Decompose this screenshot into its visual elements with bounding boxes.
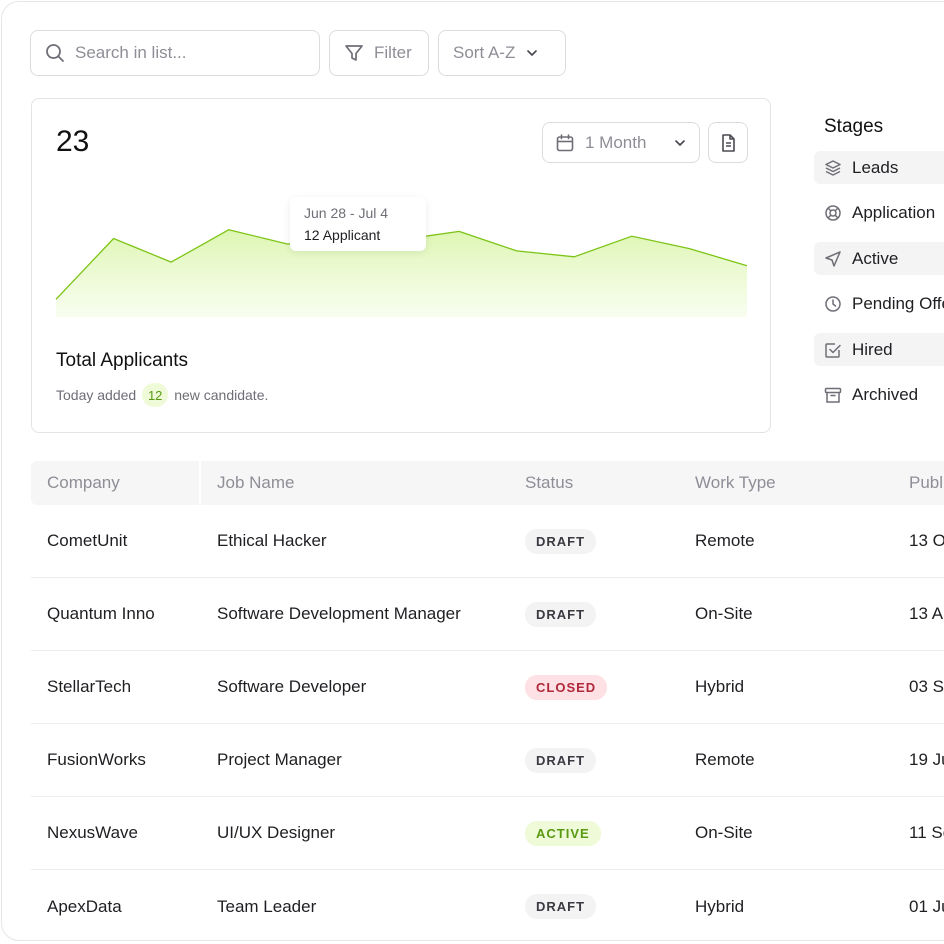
- card-title: Total Applicants: [56, 350, 189, 371]
- filter-icon: [344, 43, 364, 63]
- cell-status: ACTIVE: [510, 820, 680, 846]
- chart-area: [56, 229, 747, 317]
- cell-date: 13 Aug: [909, 604, 944, 623]
- table-row[interactable]: ApexData Team Leader DRAFT Hybrid 01 Jun: [31, 870, 944, 940]
- calendar-icon: [555, 133, 575, 153]
- subtitle-prefix: Today added: [56, 387, 137, 403]
- stage-label: Pending Offer: [852, 294, 944, 313]
- clock-icon: [824, 295, 842, 313]
- lifebuoy-icon: [824, 204, 842, 222]
- cell-date: 19 Jul: [909, 750, 944, 769]
- header-work-type[interactable]: Work Type: [695, 473, 776, 492]
- stage-leads[interactable]: Leads: [814, 151, 944, 184]
- total-count: 23: [56, 125, 90, 158]
- export-button[interactable]: [708, 122, 748, 163]
- status-badge: DRAFT: [525, 747, 597, 773]
- status-badge: ACTIVE: [525, 820, 601, 846]
- stage-pending-offer[interactable]: Pending Offer: [814, 288, 944, 321]
- cell-date: 01 Jun: [909, 896, 944, 916]
- header-job-name[interactable]: Job Name: [217, 473, 295, 492]
- cell-company: Quantum Inno: [47, 604, 155, 623]
- cell-company: NexusWave: [47, 823, 139, 842]
- header-published[interactable]: Published: [909, 473, 944, 492]
- stage-active[interactable]: Active: [814, 242, 944, 275]
- cell-work-type: Hybrid: [695, 677, 745, 696]
- table-row[interactable]: FusionWorks Project Manager DRAFT Remote…: [31, 724, 944, 797]
- cell-job-name: Team Leader: [217, 896, 317, 916]
- stage-label: Application: [852, 203, 936, 222]
- header-company[interactable]: Company: [31, 461, 201, 505]
- status-badge: DRAFT: [525, 601, 597, 627]
- tooltip-value: 12 Applicant: [304, 227, 381, 243]
- table-row[interactable]: CometUnit Ethical Hacker DRAFT Remote 13…: [31, 505, 944, 578]
- subtitle-suffix: new candidate.: [174, 387, 269, 403]
- header-status[interactable]: Status: [525, 473, 574, 492]
- cell-date: 13 Oct: [909, 531, 944, 550]
- stage-hired[interactable]: Hired: [814, 333, 944, 366]
- cell-company: StellarTech: [47, 677, 132, 696]
- range-label: 1 Month: [585, 132, 647, 152]
- table-row[interactable]: Quantum Inno Software Development Manage…: [31, 578, 944, 651]
- cell-status: DRAFT: [510, 528, 680, 554]
- card-subtitle: Today added 12 new candidate.: [56, 383, 268, 407]
- cell-job-name: Software Development Manager: [217, 604, 461, 623]
- cell-status: DRAFT: [510, 894, 680, 919]
- cell-job-name: UI/UX Designer: [217, 823, 336, 842]
- cell-date: 03 Sep: [909, 677, 944, 696]
- status-badge: DRAFT: [525, 894, 597, 919]
- cell-company: ApexData: [47, 896, 122, 916]
- cell-company: CometUnit: [47, 531, 128, 550]
- status-badge: DRAFT: [525, 528, 597, 554]
- range-select[interactable]: 1 Month: [542, 122, 700, 163]
- cell-company: FusionWorks: [47, 750, 146, 769]
- toolbar: Filter Sort A-Z: [30, 30, 566, 76]
- stage-label: Hired: [852, 339, 893, 359]
- stage-application[interactable]: Application: [814, 197, 944, 230]
- cell-work-type: On-Site: [695, 604, 753, 623]
- search-input[interactable]: [75, 43, 295, 63]
- search-box[interactable]: [30, 30, 320, 76]
- cell-status: DRAFT: [510, 747, 680, 773]
- filter-button[interactable]: Filter: [329, 30, 429, 76]
- chevron-down-icon: [525, 46, 539, 60]
- jobs-table: Company Job Name Status Work Type Publis…: [31, 461, 944, 940]
- stage-label: Leads: [852, 157, 899, 177]
- stages-title: Stages: [824, 116, 884, 137]
- layers-icon: [824, 159, 842, 177]
- cell-status: DRAFT: [510, 601, 680, 627]
- tooltip-date: Jun 28 - Jul 4: [304, 205, 389, 221]
- cell-work-type: Remote: [695, 750, 755, 769]
- filter-label: Filter: [374, 43, 412, 62]
- status-badge: CLOSED: [525, 674, 608, 700]
- applicants-card: 23 1 Month: [31, 98, 771, 433]
- cell-work-type: On-Site: [695, 823, 753, 842]
- table-row[interactable]: StellarTech Software Developer CLOSED Hy…: [31, 651, 944, 724]
- archive-icon: [824, 386, 842, 404]
- new-count-badge: 12: [142, 383, 169, 407]
- check-square-icon: [824, 341, 842, 359]
- sort-label: Sort A-Z: [453, 43, 516, 62]
- cell-status: CLOSED: [510, 674, 680, 700]
- table-header: Company Job Name Status Work Type Publis…: [31, 461, 944, 505]
- search-icon: [45, 43, 65, 63]
- stages-panel: Stages Leads Application Active Pending …: [814, 116, 944, 424]
- table-row[interactable]: NexusWave UI/UX Designer ACTIVE On-Site …: [31, 797, 944, 870]
- chevron-down-icon: [673, 136, 687, 150]
- stage-label: Archived: [852, 385, 919, 404]
- cell-job-name: Software Developer: [217, 677, 367, 696]
- sort-button[interactable]: Sort A-Z: [438, 30, 566, 76]
- cell-work-type: Hybrid: [695, 896, 745, 916]
- cell-date: 11 Sep: [909, 823, 944, 842]
- send-icon: [824, 250, 842, 268]
- document-icon: [718, 133, 738, 153]
- stage-label: Active: [852, 248, 899, 268]
- chart-tooltip: Jun 28 - Jul 4 12 Applicant: [290, 197, 426, 251]
- cell-work-type: Remote: [695, 531, 755, 550]
- stage-archived[interactable]: Archived: [814, 379, 944, 412]
- cell-job-name: Project Manager: [217, 750, 342, 769]
- cell-job-name: Ethical Hacker: [217, 531, 327, 550]
